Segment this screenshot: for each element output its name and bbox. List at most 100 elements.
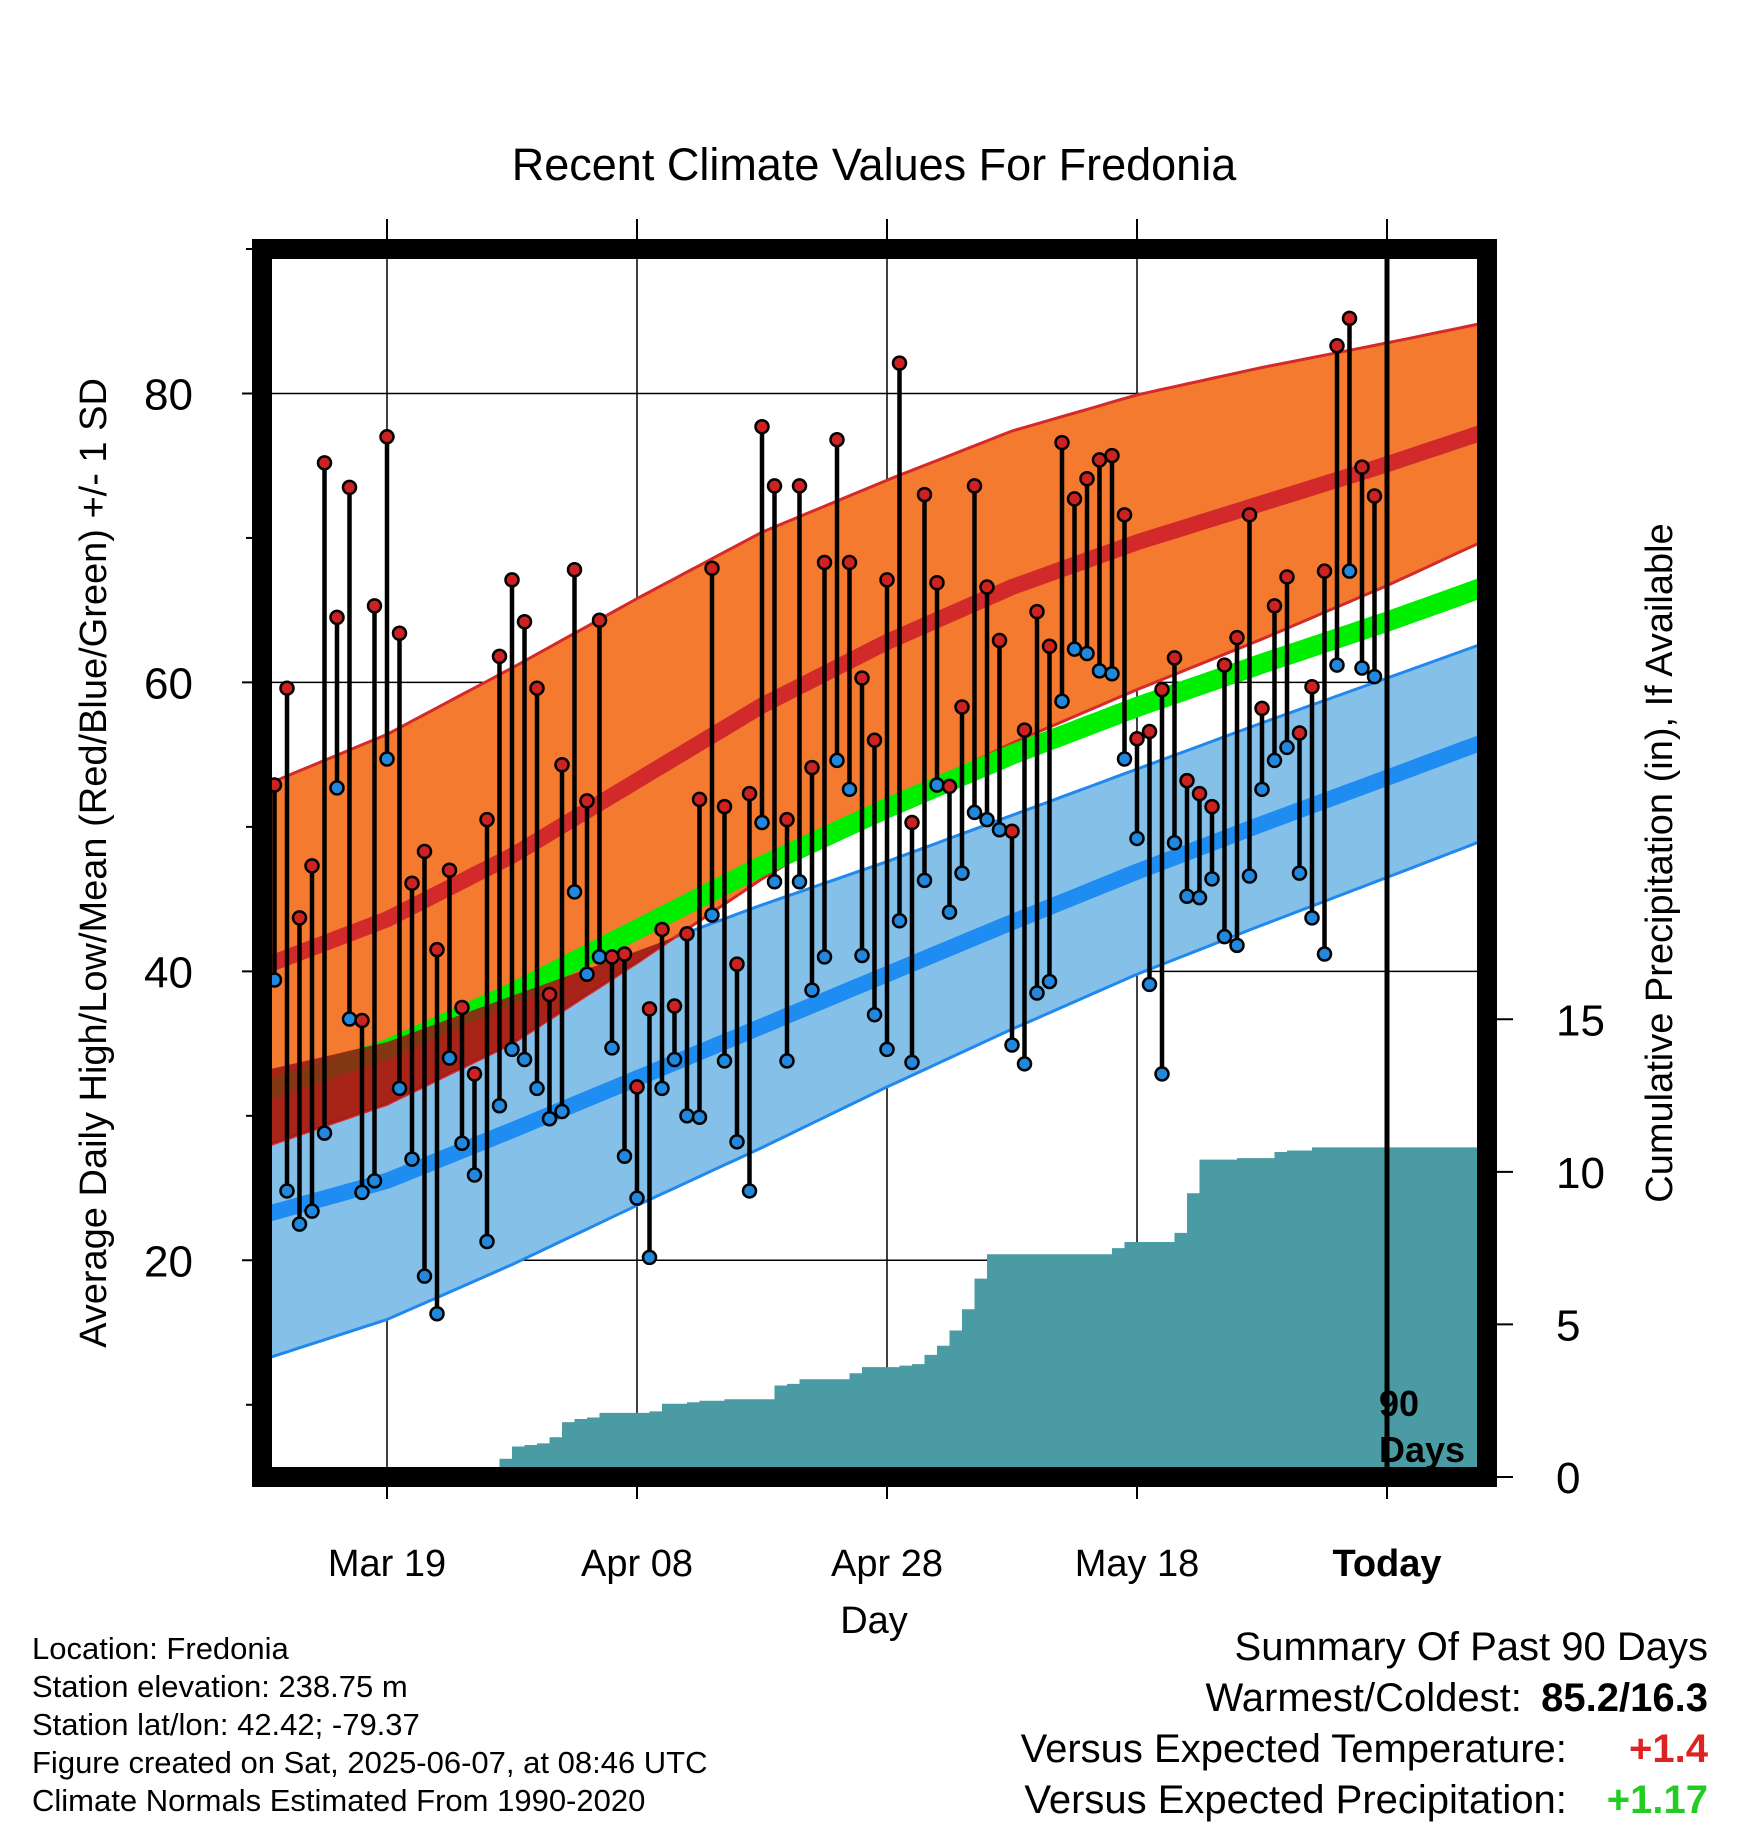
daily-low-point: [1004, 1037, 1020, 1053]
daily-low-point: [641, 1249, 658, 1266]
daily-low-point: [1116, 751, 1133, 767]
daily-low-point: [929, 777, 945, 793]
daily-low-point: [366, 1173, 383, 1189]
daily-low-point: [754, 814, 770, 831]
daily-low-point: [741, 1183, 758, 1199]
daily-low-point: [1166, 835, 1183, 851]
daily-high-point: [816, 554, 833, 571]
chart-title: Recent Climate Values For Fredonia: [512, 139, 1237, 190]
daily-high-point: [1041, 638, 1058, 655]
daily-high-point: [716, 798, 733, 815]
daily-high-point: [466, 1066, 483, 1082]
daily-high-point: [641, 1001, 658, 1017]
daily-low-point: [604, 1040, 620, 1056]
daily-low-point: [291, 1216, 308, 1232]
daily-high-point: [541, 986, 558, 1003]
daily-low-point: [904, 1054, 920, 1071]
daily-low-point: [829, 752, 845, 769]
daily-high-point: [1066, 491, 1083, 507]
daily-high-point: [1229, 629, 1245, 646]
daily-low-point: [541, 1110, 558, 1127]
daily-high-point: [1141, 723, 1158, 740]
location-text: Location: Fredonia: [32, 1631, 289, 1666]
daily-low-point: [491, 1097, 508, 1114]
daily-high-point: [1279, 569, 1295, 585]
daily-high-point: [891, 355, 908, 371]
daily-low-point: [804, 982, 820, 998]
daily-low-point: [554, 1103, 570, 1120]
precip-label: Versus Expected Precipitation:: [1024, 1778, 1567, 1822]
daily-low-point: [466, 1167, 483, 1183]
high-band-upper-edge: [262, 320, 1487, 788]
daily-low-point: [1266, 752, 1283, 769]
summary-title: Summary Of Past 90 Days: [1234, 1625, 1708, 1669]
daily-low-point: [1341, 563, 1358, 579]
daily-low-point: [479, 1233, 495, 1250]
daily-low-point: [1054, 693, 1070, 709]
y-tick-label: 60: [144, 659, 193, 708]
daily-high-point: [666, 998, 683, 1014]
daily-low-point: [1316, 946, 1333, 962]
daily-high-point: [416, 843, 433, 860]
daily-low-point: [579, 966, 595, 982]
precip-row: Versus Expected Precipitation: +1.17: [1021, 1775, 1708, 1826]
daily-high-point: [1266, 598, 1283, 614]
daily-low-point: [416, 1268, 433, 1284]
daily-high-point: [1241, 507, 1258, 523]
daily-low-point: [404, 1151, 420, 1167]
daily-low-point: [866, 1006, 883, 1023]
daily-high-point: [1354, 459, 1370, 475]
x-tick-label: Today: [1332, 1543, 1441, 1585]
daily-low-point: [1216, 928, 1233, 945]
daily-high-point: [279, 680, 295, 696]
daily-high-point: [679, 926, 695, 942]
temp-row: Versus Expected Temperature: +1.4: [1021, 1724, 1708, 1775]
created-text: Figure created on Sat, 2025-06-07, at 08…: [32, 1745, 708, 1780]
daily-high-point: [1291, 725, 1308, 741]
daily-low-point: [841, 781, 858, 798]
daily-low-point: [1154, 1066, 1170, 1082]
daily-high-point: [754, 418, 770, 435]
daily-high-point: [1366, 488, 1383, 504]
band-overlap-region: [262, 937, 675, 1148]
warmest-row: Warmest/Coldest: 85.2/16.3: [1021, 1673, 1709, 1724]
daily-high-point: [429, 941, 445, 958]
daily-high-point: [1316, 563, 1333, 579]
daily-low-point: [791, 874, 808, 890]
daily-high-point: [516, 613, 533, 630]
daily-low-point: [616, 1148, 633, 1165]
daily-high-point: [1329, 338, 1345, 354]
daily-low-point: [979, 811, 995, 828]
daily-low-point: [1104, 665, 1120, 682]
high-mean-line: [262, 423, 1487, 975]
daily-low-point: [279, 1183, 295, 1199]
daily-low-point: [879, 1041, 895, 1058]
daily-high-point: [441, 862, 458, 878]
daily-high-point: [454, 999, 470, 1016]
daily-low-point: [704, 907, 720, 923]
daily-high-point: [791, 478, 808, 494]
daily-low-point: [891, 913, 908, 929]
daily-low-point: [1141, 976, 1158, 993]
daily-high-point: [1304, 678, 1320, 695]
daily-high-point: [616, 946, 633, 962]
daily-high-point: [929, 574, 945, 591]
latlon-text: Station lat/lon: 42.42; -79.37: [32, 1707, 420, 1742]
daily-high-point: [1204, 798, 1220, 815]
daily-high-point: [979, 579, 995, 595]
daily-low-point: [1066, 641, 1083, 657]
daily-high-point: [1104, 447, 1120, 464]
daily-low-point: [1204, 871, 1220, 887]
daily-low-point: [1329, 657, 1345, 673]
daily-low-point: [1354, 660, 1370, 676]
daily-high-point: [604, 949, 620, 965]
y2-tick-label: 5: [1556, 1301, 1580, 1350]
daily-low-point: [1279, 739, 1295, 756]
daily-high-point: [804, 759, 820, 776]
daily-low-point: [329, 780, 345, 796]
daily-high-point: [329, 609, 345, 626]
daily-high-point: [1004, 823, 1020, 839]
daily-low-point: [991, 822, 1008, 838]
daily-low-point: [1016, 1056, 1033, 1072]
